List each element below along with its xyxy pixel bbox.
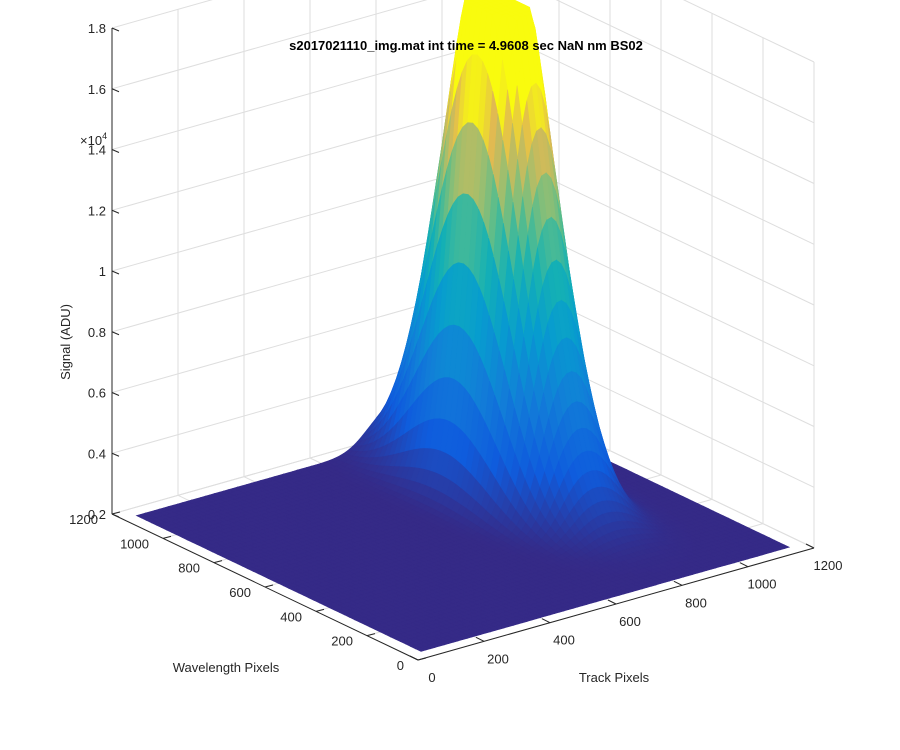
z-tick-label: 0.4	[88, 446, 106, 461]
z-exponent-power: 4	[102, 131, 107, 141]
y-tick-label: 1200	[69, 512, 98, 527]
y-tick-mark	[111, 511, 121, 515]
x-tick-mark	[541, 618, 551, 624]
y-tick-label: 800	[178, 561, 200, 576]
x-axis-label: Track Pixels	[579, 670, 650, 685]
x-tick-mark	[673, 580, 683, 586]
z-tick-mark	[111, 392, 120, 396]
z-tick-mark	[111, 27, 120, 32]
z-tick-mark	[111, 88, 120, 93]
y-tick-mark	[264, 584, 274, 588]
x-tick-label: 0	[428, 670, 435, 685]
z-tick-label: 0.6	[88, 386, 106, 401]
wavelength-tick-labels: 0 200 400 600 800 1000 1200	[69, 511, 427, 673]
x-tick-mark	[607, 599, 617, 605]
y-tick-mark	[213, 560, 223, 564]
z-tick-mark	[111, 270, 120, 275]
z-tick-label: 1.2	[88, 203, 106, 218]
y-axis-label: Wavelength Pixels	[173, 660, 280, 675]
x-tick-label: 800	[685, 595, 707, 610]
chart-title: s2017021110_img.mat int time = 4.9608 se…	[289, 38, 643, 53]
z-tick-label: 1.4	[88, 143, 106, 158]
x-tick-mark	[805, 543, 815, 549]
z-tick-mark	[111, 149, 120, 153]
y-tick-label: 1000	[120, 536, 149, 551]
x-tick-label: 1200	[814, 558, 843, 573]
z-exponent-label: ×104	[80, 131, 107, 148]
y-tick-mark	[366, 633, 376, 637]
z-tick-label: 1.6	[88, 82, 106, 97]
y-tick-label: 400	[280, 609, 302, 624]
z-axis-label: Signal (ADU)	[58, 304, 73, 380]
z-tick-label: 1	[99, 264, 106, 279]
x-tick-label: 400	[553, 633, 575, 648]
x-tick-label: 200	[487, 651, 509, 666]
x-tick-mark	[475, 636, 485, 642]
z-tick-mark	[111, 331, 120, 336]
x-tick-label: 1000	[748, 577, 777, 592]
y-tick-mark	[162, 535, 172, 539]
z-tick-label: 0.2	[88, 507, 106, 522]
z-tick-mark	[111, 513, 120, 518]
x-tick-mark	[739, 562, 749, 568]
y-tick-label: 0	[397, 658, 404, 673]
x-tick-mark	[409, 655, 419, 661]
y-tick-label: 600	[229, 585, 251, 600]
signal-surface	[135, 0, 791, 652]
z-tick-label: 0.8	[88, 325, 106, 340]
z-tick-mark	[111, 452, 120, 457]
y-tick-mark	[315, 608, 325, 612]
track-tick-labels: 0 200 400 600 800 1000 1200	[409, 543, 843, 685]
y-tick-label: 200	[331, 634, 353, 649]
surface-cell	[415, 647, 427, 652]
z-tick-labels: 0.2 0.4 0.6 0.8 1 1.2 1.4 1.6 1.8	[88, 21, 120, 522]
x-tick-label: 600	[619, 614, 641, 629]
z-exponent-base: ×10	[80, 133, 102, 148]
z-tick-label: 1.8	[88, 21, 106, 36]
z-tick-mark	[111, 209, 120, 214]
y-tick-mark	[417, 657, 427, 661]
